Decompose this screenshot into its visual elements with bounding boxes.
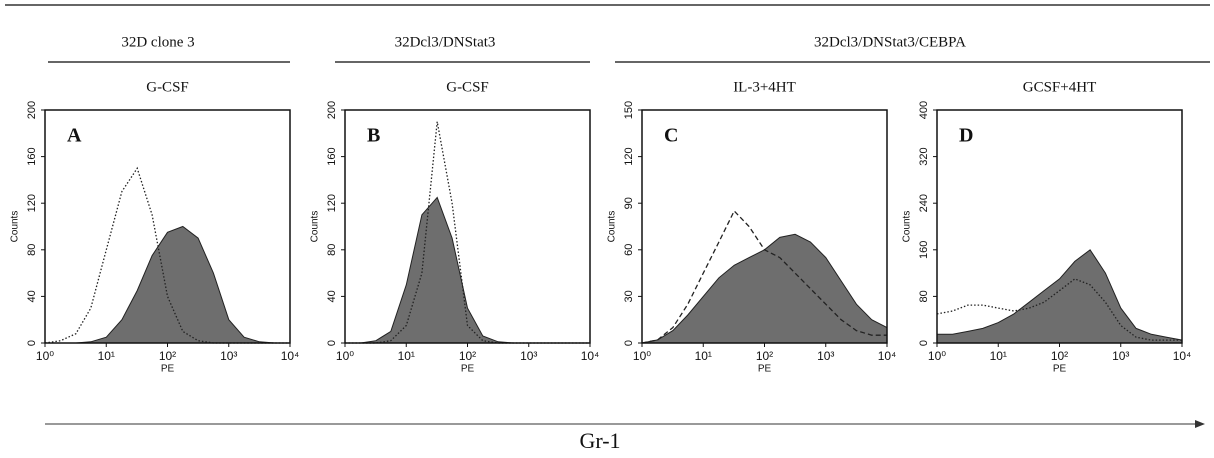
group-label: 32D clone 3 — [121, 34, 194, 50]
x-tick-label: 10² — [459, 349, 476, 363]
y-tick-label: 200 — [26, 101, 38, 119]
x-axis-label: PE — [161, 364, 175, 375]
panel-letter: C — [664, 125, 678, 147]
y-tick-label: 200 — [326, 101, 338, 119]
x-tick-label: 10⁰ — [336, 349, 354, 363]
histogram-outline — [936, 278, 1182, 341]
x-tick-label: 10³ — [520, 349, 537, 363]
y-tick-label: 0 — [623, 340, 635, 346]
y-tick-label: 160 — [26, 147, 38, 165]
panel-title: G-CSF — [446, 79, 489, 95]
y-tick-label: 240 — [918, 194, 930, 212]
y-tick-label: 320 — [918, 147, 930, 165]
y-axis-label: Counts — [10, 211, 21, 243]
x-axis-label: PE — [461, 364, 475, 375]
y-tick-label: 0 — [918, 340, 930, 346]
y-tick-label: 120 — [326, 194, 338, 212]
gr-label: Gr-1 — [579, 428, 620, 453]
x-tick-label: 10⁴ — [581, 349, 600, 363]
y-tick-label: 0 — [326, 340, 338, 346]
arrow-head — [1195, 420, 1205, 428]
y-tick-label: 160 — [326, 147, 338, 165]
x-tick-label: 10¹ — [98, 349, 115, 363]
y-tick-label: 80 — [326, 244, 338, 256]
x-tick-label: 10⁴ — [1173, 349, 1192, 363]
group-label: 32Dcl3/DNStat3/CEBPA — [814, 34, 966, 50]
y-tick-label: 400 — [918, 101, 930, 119]
x-axis-label: PE — [1053, 364, 1067, 375]
x-tick-label: 10¹ — [990, 349, 1007, 363]
y-tick-label: 120 — [623, 147, 635, 165]
x-tick-label: 10³ — [817, 349, 834, 363]
panel-letter: D — [959, 125, 973, 147]
x-tick-label: 10³ — [220, 349, 237, 363]
x-tick-label: 10² — [1051, 349, 1068, 363]
x-tick-label: 10² — [756, 349, 773, 363]
y-tick-label: 30 — [623, 290, 635, 302]
y-axis-label: Counts — [310, 211, 321, 243]
x-axis-label: PE — [758, 364, 772, 375]
y-tick-label: 160 — [918, 241, 930, 259]
x-tick-label: 10⁰ — [36, 349, 54, 363]
y-tick-label: 90 — [623, 197, 635, 209]
panel-title: GCSF+4HT — [1023, 79, 1096, 95]
y-tick-label: 80 — [26, 244, 38, 256]
x-tick-label: 10² — [159, 349, 176, 363]
x-tick-label: 10⁰ — [928, 349, 946, 363]
histogram-fill — [45, 225, 290, 344]
x-tick-label: 10⁴ — [878, 349, 897, 363]
group-label: 32Dcl3/DNStat3 — [395, 34, 496, 50]
y-axis-label: Counts — [902, 211, 913, 243]
histogram-fill — [641, 233, 888, 344]
y-tick-label: 120 — [26, 194, 38, 212]
panel-letter: A — [67, 125, 82, 147]
y-tick-label: 80 — [918, 290, 930, 302]
x-tick-label: 10¹ — [398, 349, 415, 363]
panel-letter: B — [367, 125, 380, 147]
x-tick-label: 10⁴ — [281, 349, 300, 363]
panel-title: IL-3+4HT — [733, 79, 796, 95]
y-tick-label: 40 — [326, 290, 338, 302]
x-tick-label: 10³ — [1112, 349, 1129, 363]
y-axis-label: Counts — [607, 211, 618, 243]
y-tick-label: 150 — [623, 101, 635, 119]
y-tick-label: 60 — [623, 244, 635, 256]
histogram-outline — [345, 121, 590, 344]
panel-title: G-CSF — [146, 79, 189, 95]
y-tick-label: 0 — [26, 340, 38, 346]
histogram-fill — [936, 249, 1183, 344]
x-tick-label: 10⁰ — [633, 349, 651, 363]
y-tick-label: 40 — [26, 290, 38, 302]
x-tick-label: 10¹ — [695, 349, 712, 363]
histogram-outline — [641, 209, 887, 344]
